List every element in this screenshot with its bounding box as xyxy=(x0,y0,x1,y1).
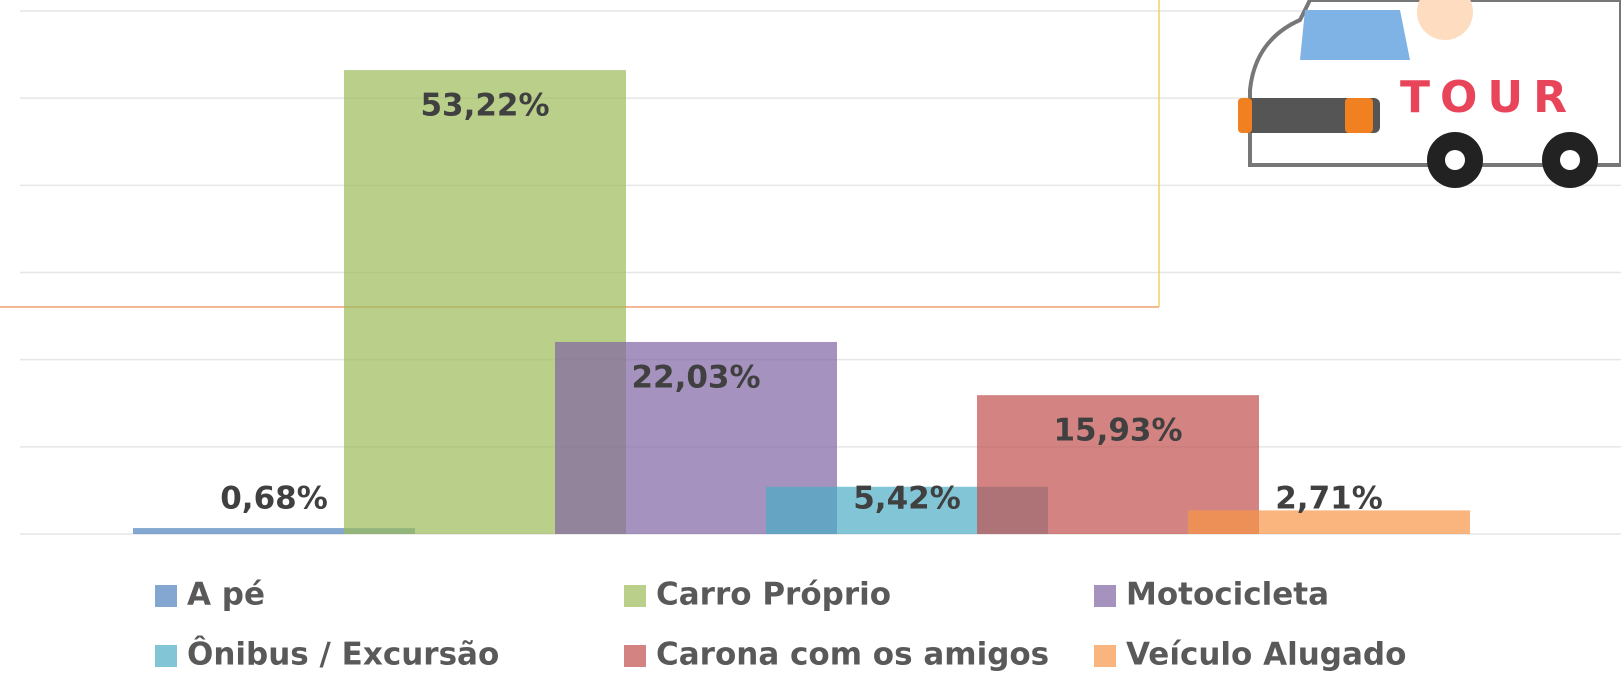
legend-swatch xyxy=(155,585,177,607)
legend-swatch xyxy=(1094,645,1116,667)
legend-swatch xyxy=(624,645,646,667)
van-text: TOUR xyxy=(1400,72,1577,123)
legend-label: Carro Próprio xyxy=(656,577,891,613)
data-label: 15,93% xyxy=(1053,413,1182,449)
data-label: 22,03% xyxy=(631,359,760,395)
legend-swatch xyxy=(155,645,177,667)
data-label: 0,68% xyxy=(220,481,328,517)
data-label: 5,42% xyxy=(853,481,961,517)
bar xyxy=(1188,510,1470,534)
legend-label: A pé xyxy=(187,577,265,613)
legend-label: Motocicleta xyxy=(1126,577,1329,613)
legend-label: Carona com os amigos xyxy=(656,637,1049,673)
van-illustration: TOUR xyxy=(1238,0,1621,188)
legend-label: Ônibus / Excursão xyxy=(187,636,499,673)
legend-label: Veículo Alugado xyxy=(1126,637,1406,673)
data-label: 2,71% xyxy=(1275,481,1383,517)
legend-swatch xyxy=(624,585,646,607)
legend-swatch xyxy=(1094,585,1116,607)
bar xyxy=(133,528,415,534)
data-label: 53,22% xyxy=(420,88,549,124)
